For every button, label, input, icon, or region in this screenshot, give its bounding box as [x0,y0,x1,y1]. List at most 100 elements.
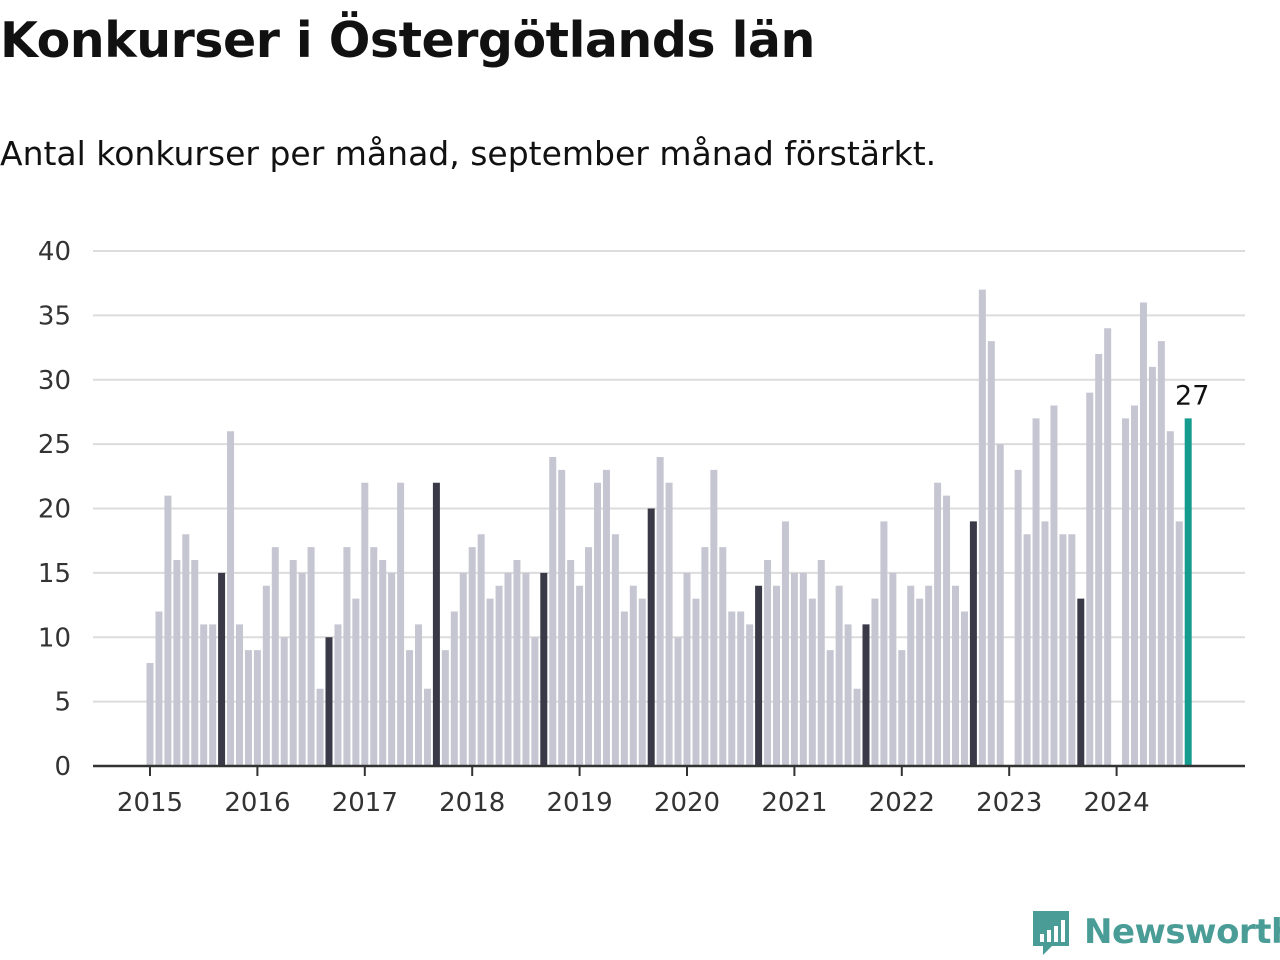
bar [701,547,709,767]
bar [173,560,181,766]
bar [1148,366,1156,767]
bar [459,572,467,767]
bar [916,598,924,767]
bar [1095,354,1103,766]
bar [692,598,700,767]
bar [710,469,718,767]
bar [853,688,861,766]
bar [719,547,727,767]
x-tick-label: 2024 [1084,788,1150,818]
bar [629,585,637,766]
bar [522,572,530,767]
bar-september [969,521,977,767]
y-tick-label: 30 [38,366,71,396]
x-tick-label: 2019 [547,788,613,818]
bar [504,572,512,767]
bar-september [432,482,440,766]
bar [728,611,736,766]
bar [191,560,199,766]
bar [594,482,601,766]
bar [397,482,405,766]
bar [477,534,485,766]
bar [1041,521,1049,767]
bar [289,560,297,766]
bar [441,650,449,767]
bar [406,650,414,767]
bar [835,585,843,766]
bar [1166,431,1174,766]
bar [1086,392,1094,767]
bar [665,482,673,766]
bar [379,560,387,766]
bar-september [862,624,870,767]
bar [343,547,351,767]
bar [146,663,154,766]
bar [656,457,664,766]
x-tick-label: 2016 [224,788,290,818]
bar [1157,341,1165,767]
bar [468,547,476,767]
bar [943,495,951,767]
x-tick-label: 2018 [439,788,505,818]
bar [737,611,745,766]
bar [415,624,422,767]
bar [746,624,754,767]
x-tick-label: 2020 [654,788,720,818]
bar [280,637,288,766]
bar [531,637,539,766]
bar-september [647,508,655,766]
bar [585,547,593,767]
bar [155,611,163,766]
bar [1050,405,1058,766]
bar [164,495,172,767]
bar-chart-speech-bubble-icon [1033,911,1069,955]
bar [495,585,503,766]
bar [638,598,646,767]
bar [558,469,566,767]
bar [182,534,190,766]
bar [996,444,1004,767]
bar [602,469,610,767]
bar [620,611,628,766]
bar [576,585,584,766]
bar [388,572,396,767]
x-tick-label: 2022 [869,788,935,818]
bar [1059,534,1067,766]
bar [1104,328,1112,766]
bar [844,624,852,767]
bar [799,572,807,767]
bar [253,650,261,767]
bar [549,457,557,766]
bar [817,560,825,766]
bar [1032,418,1040,767]
bar-september [540,572,548,767]
bar [611,534,619,766]
bar [1175,521,1183,767]
y-tick-label: 35 [38,301,71,331]
bar [209,624,217,767]
bar [513,560,521,766]
bar [925,585,933,766]
bar [1023,534,1031,766]
bar [987,341,995,767]
y-tick-label: 0 [54,752,71,782]
bar-chart: 0 5 10 15 20 25 30 35 40 27 2015 2016 2017 2018 2019 20… [38,237,1245,818]
bar [361,482,369,766]
y-tick-label: 5 [54,688,71,718]
chart-subtitle: Antal konkurser per månad, september mån… [0,134,937,173]
bar [244,650,252,767]
bar [1139,302,1147,766]
y-tick-label: 10 [38,623,71,653]
bar [952,585,959,766]
bar [934,482,942,766]
y-tick-label: 40 [38,237,71,267]
y-tick-label: 20 [38,495,71,525]
bar [764,560,772,766]
bar [271,547,279,767]
bar [316,688,324,766]
bar [200,624,208,767]
x-tick-label: 2023 [976,788,1042,818]
x-tick-label: 2015 [117,788,183,818]
bar [370,547,378,767]
bar [781,521,789,767]
